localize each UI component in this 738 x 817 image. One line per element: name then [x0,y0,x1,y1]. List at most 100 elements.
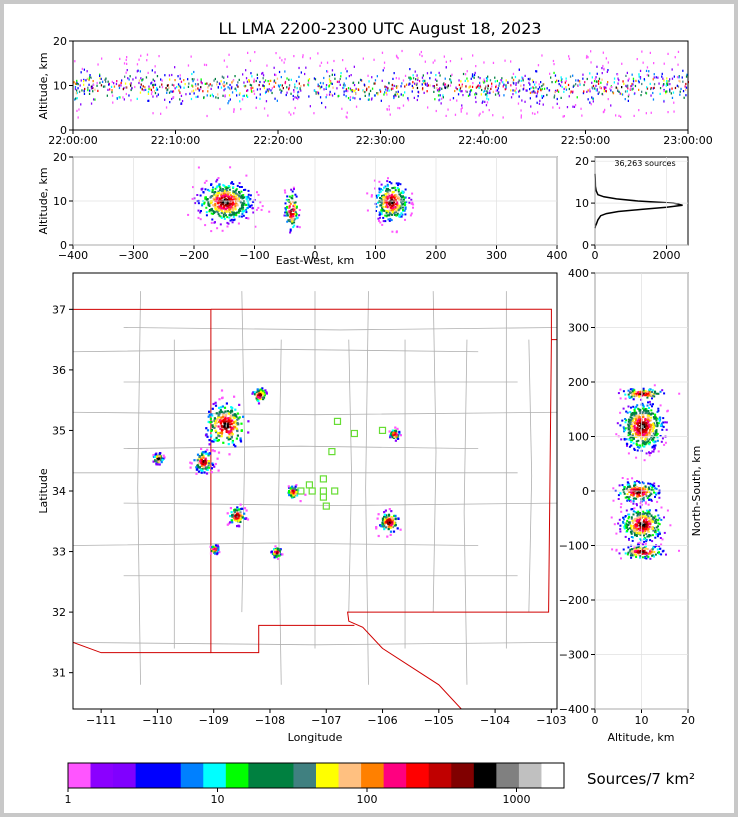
ew-source [242,204,245,206]
ew-source [386,197,389,200]
ns-source [621,484,624,487]
time-source [124,82,127,85]
time-source [179,74,181,77]
time-source [326,70,329,73]
time-source [101,80,104,83]
ew-source [210,221,213,224]
time-source [439,88,441,92]
time-source [281,59,283,62]
ew-source [232,213,235,216]
time-source [395,54,398,57]
ns-source [636,551,639,553]
ns-source [631,388,634,391]
plan-source [387,528,390,531]
ew-source [245,195,248,198]
ns-source [633,408,636,411]
time-source [226,65,228,68]
ns-xtick: 10 [635,714,649,727]
plan-source [288,494,291,497]
colorbar-cell [180,763,204,788]
plan-source [223,422,226,425]
time-source [384,85,386,88]
time-source [653,73,655,76]
ns-source [655,533,658,536]
ns-source [624,515,627,517]
colorbar-cell [428,763,452,788]
time-source [686,73,688,76]
longitude-tick: −106 [367,714,397,727]
time-source [227,75,229,78]
time-source [206,82,208,85]
time-source [496,89,499,92]
time-source [466,77,468,80]
ew-source [247,189,250,192]
time-source [607,69,609,72]
time-source [502,116,504,119]
time-source [321,101,323,105]
plan-source [274,549,277,552]
time-source [139,86,142,89]
ew-source [380,197,383,200]
ew-source [204,188,207,191]
ns-source [658,420,661,422]
time-source [102,85,105,88]
time-source [343,86,345,89]
plan-source [222,411,225,414]
ew-source [226,187,229,190]
ns-source [628,550,631,553]
time-source [307,79,310,82]
time-source [328,75,331,78]
time-source [424,60,426,63]
plan-source [225,402,228,405]
ew-source [231,206,234,209]
plan-source [220,410,223,413]
time-source [244,85,246,88]
plan-source [380,525,383,528]
time-source [125,58,127,61]
ew-source [247,206,249,209]
plan-source [273,556,276,559]
ns-source [648,525,651,528]
ew-source [241,210,244,213]
time-source [373,82,375,85]
ew-source [400,212,403,215]
time-source [151,69,153,72]
ew-source [257,206,260,209]
time-source [302,56,304,59]
ns-source [649,425,652,428]
plan-source [189,466,192,469]
ew-source [386,189,389,192]
time-source [387,87,389,90]
ew-source [220,195,223,198]
plan-source [239,437,242,440]
time-source [533,87,535,90]
ns-source [622,516,625,519]
plan-source [256,391,259,394]
time-source [122,88,124,91]
time-source [247,89,249,92]
plan-source [235,415,238,418]
colorbar-cell [496,763,520,788]
ew-source [218,183,221,186]
ew-source [397,190,400,193]
plan-source [383,524,386,527]
ns-source [641,394,644,397]
ew-source [240,207,243,210]
ns-source [619,397,622,400]
time-source [321,85,323,88]
ns-source [633,422,636,425]
time-source [298,82,300,85]
ns-source [630,420,633,423]
ew-source [378,211,381,214]
time-source [142,85,144,88]
time-source [193,92,195,95]
ew-source [226,193,229,196]
ew-source [293,224,296,227]
plan-source [386,535,389,538]
ew-source [289,215,291,218]
time-source [444,77,446,80]
time-source [560,79,562,82]
time-source [80,79,82,82]
time-source [512,89,514,92]
latitude-tick: 34 [52,485,66,498]
